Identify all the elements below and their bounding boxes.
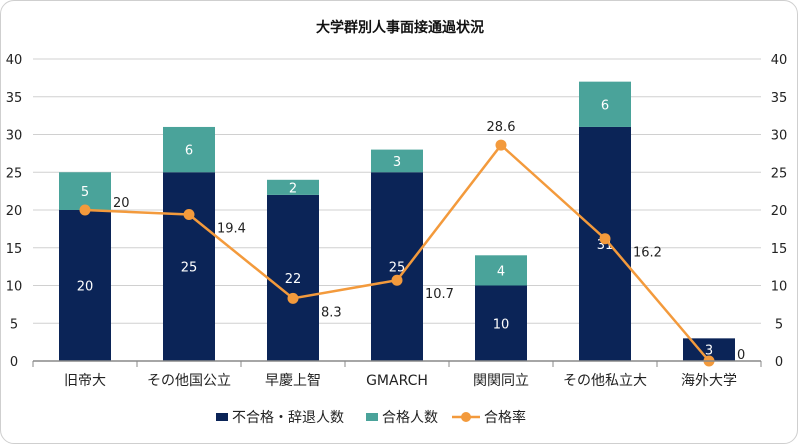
chart-title: 大学群別人事面接通過状況 bbox=[316, 19, 484, 36]
bar-data-label: 4 bbox=[497, 264, 505, 279]
bar-data-label: 25 bbox=[181, 261, 198, 276]
rate-data-label: 28.6 bbox=[487, 120, 516, 135]
bar-segment bbox=[59, 210, 111, 361]
bar-segment bbox=[267, 179, 319, 195]
bar-segment bbox=[59, 172, 111, 210]
x-tick-label: 海外大学 bbox=[681, 373, 737, 389]
rate-data-label: 0 bbox=[737, 348, 745, 363]
bar-data-label: 2 bbox=[289, 181, 297, 196]
bar-data-label: 3 bbox=[393, 155, 401, 170]
y-tick-label: 20 bbox=[6, 204, 23, 219]
x-tick-label: 関関同立 bbox=[473, 373, 529, 389]
rate-data-label: 10.7 bbox=[425, 287, 454, 302]
legend-label: 合格率 bbox=[484, 409, 526, 426]
y2-tick-label: 40 bbox=[771, 53, 788, 68]
bar-data-label: 22 bbox=[285, 272, 302, 287]
y2-tick-label: 20 bbox=[771, 204, 788, 219]
rate-point bbox=[599, 233, 611, 245]
bar-data-label: 6 bbox=[601, 98, 609, 113]
x-tick-label: その他国公立 bbox=[147, 373, 231, 389]
legend-label: 合格人数 bbox=[382, 410, 438, 426]
y-tick-label: 40 bbox=[6, 53, 23, 68]
bar-segment bbox=[163, 172, 215, 361]
rate-data-label: 20 bbox=[113, 196, 130, 211]
y-tick-label: 25 bbox=[6, 166, 23, 181]
bar-segment bbox=[163, 126, 215, 173]
bar-data-label: 5 bbox=[81, 185, 89, 200]
y-tick-label: 0 bbox=[10, 355, 18, 370]
bar-segment bbox=[475, 285, 527, 361]
y2-tick-label: 5 bbox=[775, 317, 783, 332]
y-tick-label: 5 bbox=[10, 317, 18, 332]
legend-swatch-marker bbox=[461, 412, 471, 422]
y2-tick-label: 10 bbox=[771, 280, 788, 295]
bar-data-label: 3 bbox=[705, 344, 713, 359]
y-tick-label: 35 bbox=[6, 91, 23, 106]
y2-tick-label: 35 bbox=[771, 91, 788, 106]
rate-point bbox=[79, 204, 91, 216]
rate-data-label: 19.4 bbox=[217, 222, 246, 237]
rate-point bbox=[287, 292, 299, 304]
y-tick-label: 30 bbox=[6, 129, 23, 144]
x-tick-label: 早慶上智 bbox=[265, 373, 321, 389]
rate-point bbox=[495, 139, 507, 151]
bar-segment bbox=[371, 172, 423, 361]
rate-point bbox=[183, 209, 195, 221]
legend-swatch bbox=[216, 413, 228, 421]
bar-segment bbox=[475, 255, 527, 286]
bar-segment bbox=[371, 149, 423, 173]
x-tick-label: その他私立大 bbox=[563, 373, 647, 389]
y-tick-label: 15 bbox=[6, 242, 23, 257]
y2-tick-label: 30 bbox=[771, 129, 788, 144]
y2-tick-label: 25 bbox=[771, 166, 788, 181]
x-tick-label: 旧帝大 bbox=[64, 373, 106, 389]
bar-data-label: 10 bbox=[493, 317, 510, 332]
legend-label: 不合格・辞退人数 bbox=[232, 410, 344, 426]
rate-point bbox=[391, 274, 403, 286]
legend-swatch bbox=[366, 413, 378, 421]
bar-data-label: 6 bbox=[185, 144, 193, 159]
rate-data-label: 8.3 bbox=[321, 305, 342, 320]
y2-tick-label: 15 bbox=[771, 242, 788, 257]
y2-tick-label: 0 bbox=[775, 355, 783, 370]
bar-data-label: 25 bbox=[389, 261, 406, 276]
x-tick-label: GMARCH bbox=[366, 373, 428, 389]
rate-data-label: 16.2 bbox=[633, 246, 662, 261]
bar-data-label: 20 bbox=[77, 280, 94, 295]
bar-segment bbox=[579, 81, 631, 127]
y-tick-label: 10 bbox=[6, 280, 23, 295]
bar-segment bbox=[267, 194, 319, 361]
